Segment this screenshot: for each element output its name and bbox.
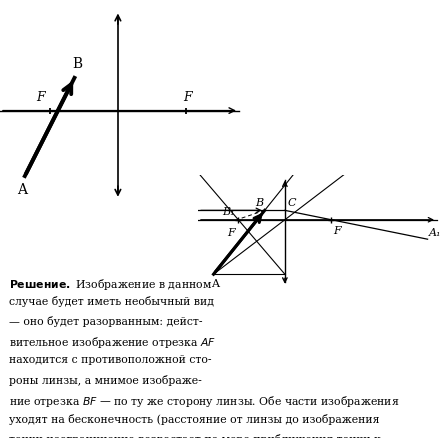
Text: находится с противоположной сто-: находится с противоположной сто- bbox=[9, 355, 211, 365]
Text: — оно будет разорванным: дейст-: — оно будет разорванным: дейст- bbox=[9, 316, 202, 327]
Text: роны линзы, а мнимое изображе-: роны линзы, а мнимое изображе- bbox=[9, 375, 202, 386]
Text: C: C bbox=[287, 198, 296, 208]
Text: вительное изображение отрезка $AF$: вительное изображение отрезка $AF$ bbox=[9, 336, 216, 350]
Text: F: F bbox=[183, 91, 192, 104]
Text: A: A bbox=[17, 183, 27, 197]
Text: F: F bbox=[333, 226, 341, 236]
Text: F: F bbox=[227, 228, 235, 238]
Text: точки неограниченно возрастает по мере приближения точки к: точки неограниченно возрастает по мере п… bbox=[9, 434, 381, 438]
Text: $\bf{Решение.}$ Изображение в данном: $\bf{Решение.}$ Изображение в данном bbox=[9, 276, 212, 292]
Text: уходят на бесконечность (расстояние от линзы до изображения: уходят на бесконечность (расстояние от л… bbox=[9, 414, 379, 425]
Text: F: F bbox=[37, 91, 45, 104]
Text: A: A bbox=[211, 279, 219, 289]
Text: B: B bbox=[73, 57, 83, 71]
Text: A₁: A₁ bbox=[429, 228, 440, 238]
Text: B: B bbox=[255, 198, 263, 208]
Text: B₁: B₁ bbox=[223, 207, 235, 217]
Text: случае будет иметь необычный вид: случае будет иметь необычный вид bbox=[9, 296, 214, 307]
Text: ние отрезка $BF$ — по ту же сторону линзы. Обе части изображения: ние отрезка $BF$ — по ту же сторону линз… bbox=[9, 394, 399, 410]
